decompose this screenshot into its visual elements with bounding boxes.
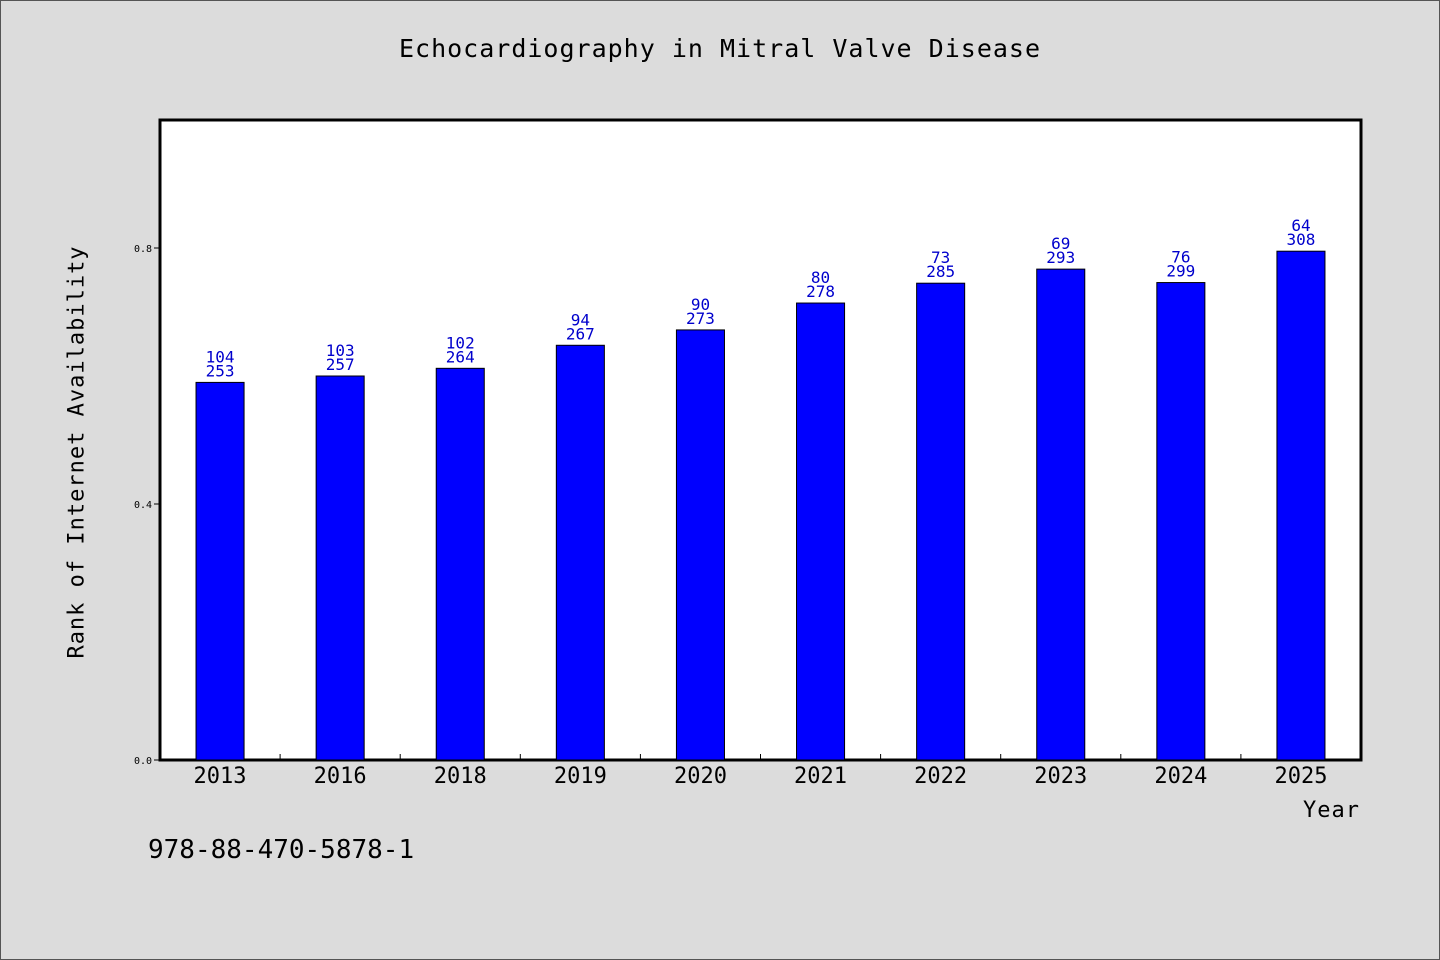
bars (195, 250, 1326, 761)
bar-label-bottom: 285 (926, 262, 955, 281)
x-tick-label: 2023 (1034, 764, 1087, 789)
y-tick-label: 0.0 (134, 756, 152, 767)
bar-label-top: 64 (1291, 216, 1310, 235)
bar-2025 (1276, 250, 1326, 761)
bar-label-top: 94 (571, 310, 590, 329)
bar-label-top: 104 (206, 347, 235, 366)
bar-label-top: 73 (931, 248, 950, 267)
y-tick-label: 0.8 (134, 244, 152, 255)
bar-label-bottom: 308 (1286, 230, 1315, 249)
bar-label-top: 103 (326, 341, 355, 360)
x-tick-label: 2020 (674, 764, 727, 789)
x-tick-label: 2025 (1274, 764, 1327, 789)
x-tick-label: 2022 (914, 764, 967, 789)
axis-ticks: 0.0 0.4 0.8 (134, 244, 1242, 767)
x-tick-label: 2021 (794, 764, 847, 789)
bar-label-bottom: 264 (446, 347, 475, 366)
bar-2016 (315, 375, 365, 761)
x-tick-label: 2018 (434, 764, 487, 789)
bar-label-top: 102 (446, 333, 475, 352)
bar-label-bottom: 273 (686, 309, 715, 328)
isbn-text: 978-88-470-5878-1 (148, 835, 415, 865)
bar-2022 (916, 282, 966, 761)
bar-label-bottom: 257 (326, 355, 355, 374)
bar-label-bottom: 293 (1046, 248, 1075, 267)
x-tick-label: 2016 (314, 764, 367, 789)
bar-2024 (1156, 282, 1206, 761)
bar-2023 (1036, 268, 1086, 761)
bar-label-top: 69 (1051, 234, 1070, 253)
x-tick-label: 2019 (554, 764, 607, 789)
y-tick-label: 0.4 (134, 500, 152, 511)
x-axis-label: Year (1303, 798, 1360, 823)
bar-2020 (675, 329, 725, 761)
bar-label-top: 76 (1171, 248, 1190, 267)
bar-label-bottom: 299 (1166, 262, 1195, 281)
bar-label-bottom: 278 (806, 282, 835, 301)
bar-2019 (555, 344, 605, 761)
x-tick-labels: 2013 2016 2018 2019 2020 2021 2022 2023 2024 2025 (194, 764, 1328, 789)
bar-2013 (195, 381, 245, 761)
chart-title: Echocardiography in Mitral Valve Disease (398, 34, 1042, 63)
bar-2021 (796, 302, 846, 761)
bar-label-top: 90 (691, 295, 710, 314)
bar-label-top: 80 (811, 268, 830, 287)
x-tick-label: 2013 (194, 764, 247, 789)
bar-label-bottom: 267 (566, 324, 595, 343)
bar-2018 (435, 367, 485, 761)
bar-label-bottom: 253 (206, 361, 235, 380)
x-tick-label: 2024 (1154, 764, 1207, 789)
